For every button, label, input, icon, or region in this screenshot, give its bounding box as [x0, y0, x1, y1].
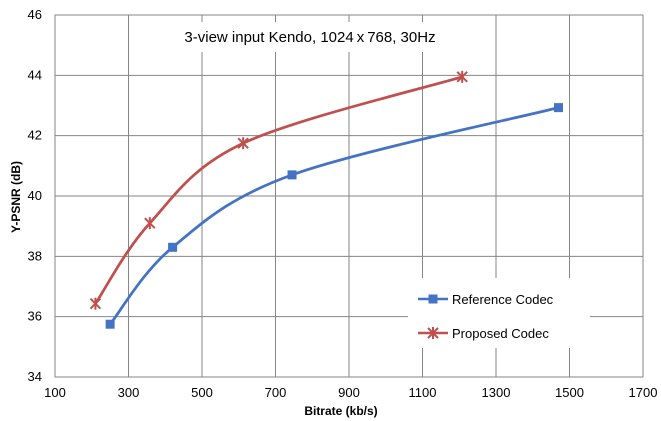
x-tick-label: 1100	[409, 385, 437, 400]
legend-label-reference: Reference Codec	[452, 292, 554, 307]
legend-entry-proposed: Proposed Codec	[418, 326, 549, 341]
chart-title-background	[160, 22, 460, 52]
y-tick-label: 38	[28, 248, 42, 263]
x-tick-label: 300	[118, 385, 140, 400]
series-line-proposed	[94, 75, 463, 305]
x-tick-label: 700	[265, 385, 287, 400]
y-tick-label: 44	[28, 67, 42, 82]
data-point-proposed	[89, 297, 102, 310]
series-layer	[89, 70, 563, 329]
legend-background	[408, 278, 590, 348]
series-line-reference	[109, 106, 559, 326]
x-tick-label: 1300	[482, 385, 511, 400]
x-tick-label: 900	[338, 385, 360, 400]
x-tick-label: 100	[44, 385, 66, 400]
data-point-proposed	[237, 137, 249, 150]
plot-area	[54, 14, 644, 378]
y-axis-label: Y-PSNR (dB)	[9, 161, 23, 233]
x-axis-label: Bitrate (kb/s)	[304, 404, 377, 418]
legend-marker-shape-reference	[428, 294, 438, 304]
plot-border	[54, 14, 644, 378]
chart-title-box: 3-view input Kendo, 1024 x 768, 30Hz	[160, 22, 460, 52]
data-point-proposed	[456, 70, 468, 83]
y-tick-label: 46	[28, 7, 42, 22]
legend-label-proposed: Proposed Codec	[452, 326, 549, 341]
data-point-reference	[105, 319, 115, 329]
x-axis: 100 300 500 700 900 1100 1300 1500 1700	[44, 385, 657, 400]
legend-marker-shape-proposed	[427, 327, 439, 339]
data-point-reference	[168, 242, 178, 252]
legend: Reference Codec Proposed Codec	[408, 278, 590, 348]
chart-title: 3-view input Kendo, 1024 x 768, 30Hz	[184, 29, 435, 46]
legend-marker-proposed	[427, 327, 439, 339]
data-point-proposed	[144, 217, 156, 230]
legend-entry-reference: Reference Codec	[418, 292, 554, 307]
y-axis: 34 36 38 40 42 44 46	[28, 7, 42, 384]
x-tick-label: 500	[191, 385, 213, 400]
data-point-reference	[287, 170, 297, 180]
x-tick-label: 1500	[555, 385, 584, 400]
y-tick-label: 36	[28, 309, 42, 324]
y-tick-label: 42	[28, 128, 42, 143]
y-tick-label: 34	[28, 369, 42, 384]
data-point-reference	[553, 103, 563, 113]
y-tick-label: 40	[28, 188, 42, 203]
legend-marker-reference	[428, 294, 438, 304]
x-tick-label: 1700	[629, 385, 658, 400]
